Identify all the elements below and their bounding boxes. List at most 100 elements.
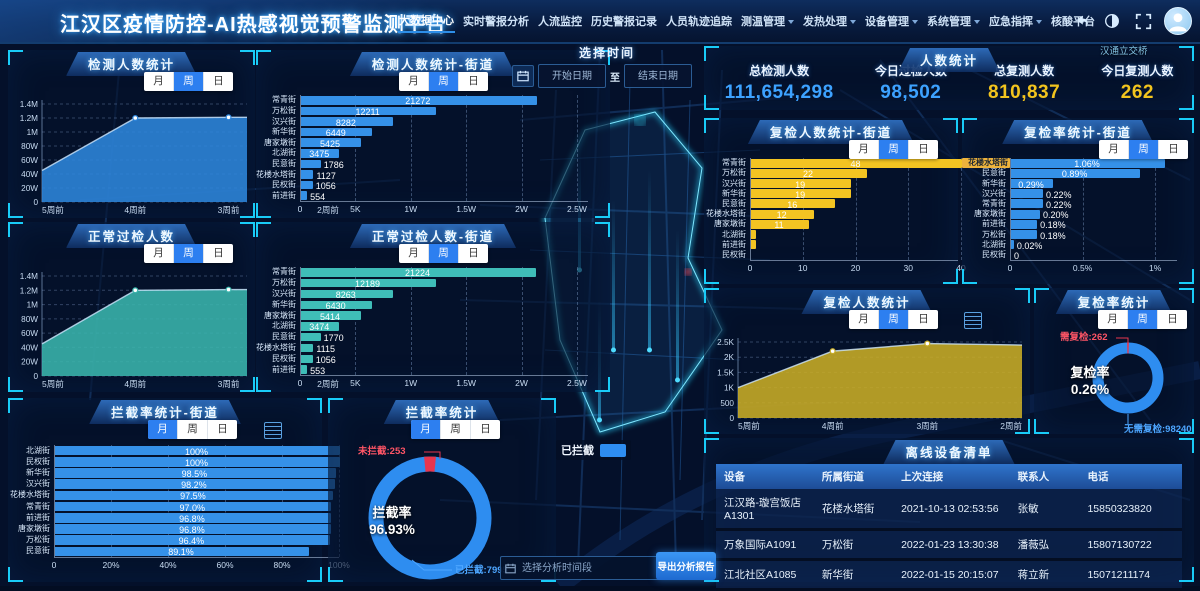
area-chart: 0 20W 40W 60W 80W 1M 1.2M 1.4M 5周前 4周前 3周前 (20, 100, 247, 215)
tab-日[interactable]: 日 (213, 247, 224, 259)
tab-周[interactable]: 周 (174, 72, 204, 91)
nav-item-系统管理[interactable]: 系统管理 (926, 10, 981, 32)
analysis-time-input[interactable] (520, 561, 657, 575)
corner-bracket (256, 377, 271, 392)
corner-bracket (1179, 95, 1194, 110)
corner-bracket (256, 50, 271, 65)
tab-周[interactable]: 周 (429, 72, 459, 91)
category-label: 汉兴街 (272, 116, 296, 126)
x-axis-tick: 40 (956, 263, 966, 273)
tab-月[interactable]: 月 (144, 244, 174, 263)
user-avatar[interactable] (1164, 7, 1192, 35)
bar-value: 48 (850, 159, 861, 170)
nav-item-人流监控[interactable]: 人流监控 (537, 10, 583, 32)
tab-日[interactable]: 日 (918, 143, 929, 155)
bar-新华街 (301, 127, 373, 137)
tab-月[interactable]: 月 (399, 72, 429, 91)
bar-value: 11 (774, 220, 784, 231)
category-label: 北湖街 (982, 239, 1006, 249)
calendar-icon[interactable] (512, 65, 534, 87)
tab-周[interactable]: 周 (879, 140, 909, 159)
theme-circle-icon[interactable] (1102, 11, 1122, 31)
svg-text:1.4M: 1.4M (20, 100, 38, 109)
period-tabs: 月周日 (144, 72, 233, 91)
nav-item-发热处理[interactable]: 发热处理 (802, 10, 857, 32)
tab-周[interactable]: 周 (174, 244, 204, 263)
nav-item-应急指挥[interactable]: 应急指挥 (988, 10, 1043, 32)
tab-月[interactable]: 月 (849, 310, 879, 329)
corner-bracket (240, 203, 255, 218)
y-axis-line (54, 445, 55, 557)
tab-日[interactable]: 日 (468, 75, 479, 87)
x-axis-label: 4周前 (124, 205, 146, 215)
export-icon[interactable] (264, 422, 282, 439)
tab-月[interactable]: 月 (144, 72, 174, 91)
export-report-button[interactable]: 导出分析报告 (656, 552, 716, 580)
bar-唐家墩街 (55, 524, 331, 534)
nav-item-实时警报分析[interactable]: 实时警报分析 (462, 10, 530, 32)
x-axis-label: 4周前 (822, 421, 844, 431)
tab-周[interactable]: 周 (1129, 140, 1159, 159)
bar-value: 1.06% (1074, 159, 1100, 170)
table-cell: 2022-01-15 20:15:07 (893, 559, 1010, 591)
category-label: 唐家墩街 (714, 219, 746, 229)
start-date-input[interactable] (538, 64, 606, 88)
nav-item-设备管理[interactable]: 设备管理 (864, 10, 919, 32)
gridline (1082, 158, 1084, 260)
bar-value: 0.02% (1016, 240, 1043, 251)
gridline (410, 267, 412, 375)
tab-日[interactable]: 日 (480, 423, 491, 435)
nav-item-历史警报记录[interactable]: 历史警报记录 (590, 10, 658, 32)
tab-日[interactable]: 日 (468, 247, 479, 259)
tab-周[interactable]: 周 (1128, 310, 1158, 329)
nav-item-测温管理[interactable]: 测温管理 (740, 10, 795, 32)
x-axis-tick: 2.5W (567, 204, 587, 214)
export-icon[interactable] (964, 312, 982, 329)
panel-title: 离线设备清单 (883, 440, 1014, 464)
donut-center-text: 拦截率 96.93% (352, 502, 432, 537)
tab-日[interactable]: 日 (1168, 143, 1179, 155)
svg-text:1.2M: 1.2M (20, 286, 38, 295)
bar-汉兴街 (55, 479, 335, 489)
tab-日[interactable]: 日 (1167, 313, 1178, 325)
tab-日[interactable]: 日 (213, 75, 224, 87)
x-axis-tick: 2W (515, 378, 528, 388)
svg-text:1K: 1K (724, 384, 735, 393)
corner-bracket (962, 118, 977, 133)
table-row[interactable]: 万象国际A1091 万松街 2022-01-23 13:30:38 潘薇弘 158071… (716, 529, 1182, 561)
x-axis-label: 2周前 (1000, 421, 1022, 431)
tab-月[interactable]: 月 (1099, 140, 1129, 159)
map-label: 汉通立交桥 (1100, 46, 1148, 57)
fullscreen-icon[interactable] (1133, 11, 1153, 31)
bar-value: 12211 (355, 106, 380, 117)
nav-item-大数据中心[interactable]: 大数据中心 (398, 9, 455, 33)
bar-value: 98.2% (181, 480, 207, 491)
category-label: 民意街 (272, 158, 296, 168)
tab-周[interactable]: 周 (879, 310, 909, 329)
tab-日[interactable]: 日 (918, 313, 929, 325)
tab-周[interactable]: 周 (441, 420, 471, 439)
table-cell: 潘薇弘 (1009, 529, 1080, 561)
bar-北湖街 (301, 149, 340, 158)
table-row[interactable]: 江北社区A1085 新华街 2022-01-15 20:15:07 蒋立新 150712… (716, 559, 1182, 591)
tab-月[interactable]: 月 (849, 140, 879, 159)
nav-item-人员轨迹追踪[interactable]: 人员轨迹追踪 (665, 10, 733, 32)
tab-月[interactable]: 月 (1098, 310, 1128, 329)
bar-value: 1115 (316, 344, 336, 354)
category-label: 前进街 (722, 239, 746, 249)
tab-月[interactable]: 月 (399, 244, 429, 263)
corner-bracket (8, 377, 23, 392)
back-icon[interactable] (1071, 11, 1091, 31)
tab-周[interactable]: 周 (429, 244, 459, 263)
category-label: 唐家墩街 (264, 310, 296, 320)
bar-value: 98.5% (181, 469, 208, 479)
tab-月[interactable]: 月 (411, 420, 441, 439)
table-row[interactable]: 江汉路-璇宫饭店A1301 花楼水塔街 2021-10-13 02:53:56 张敏 1… (716, 489, 1182, 531)
intercepted-legend[interactable]: 已拦截 (556, 440, 631, 460)
tab-月[interactable]: 月 (148, 420, 178, 439)
bar-value: 97.5% (180, 491, 206, 502)
bar-value: 89.1% (168, 547, 194, 558)
tab-日[interactable]: 日 (217, 423, 228, 435)
tab-周[interactable]: 周 (178, 420, 208, 439)
end-date-input[interactable] (624, 64, 692, 88)
